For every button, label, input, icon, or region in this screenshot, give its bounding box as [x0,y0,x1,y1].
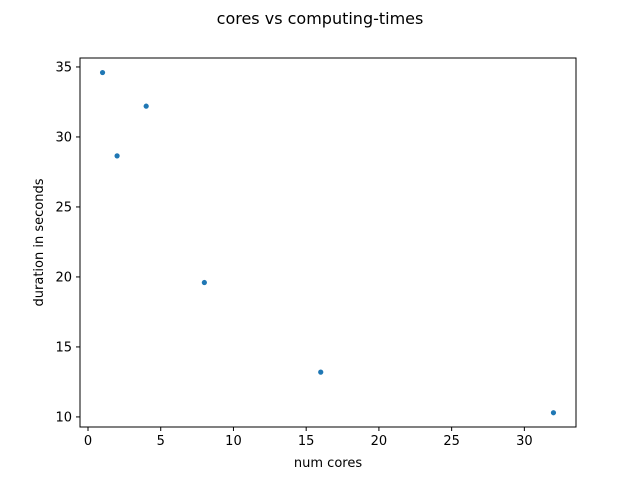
data-point [550,410,557,416]
y-tick-label: 35 [55,60,72,75]
chart-title: cores vs computing-times [217,9,424,28]
y-tick-label: 20 [55,270,72,285]
data-point [318,369,324,375]
y-tick-label: 15 [55,340,72,355]
plot-frame [79,57,577,428]
x-tick-label: 0 [84,434,92,449]
data-point [143,103,149,109]
y-tick-label: 30 [55,130,72,145]
x-tick-label: 25 [443,434,460,449]
x-tick-label: 5 [157,434,165,449]
data-point [114,153,120,159]
x-tick-label: 15 [298,434,315,449]
data-point [99,69,106,76]
y-tick-label: 25 [55,200,72,215]
x-axis-label: num cores [294,456,362,471]
x-tick-label: 10 [225,434,242,449]
data-point [201,279,207,286]
y-tick-label: 10 [55,410,72,425]
x-tick-label: 30 [516,434,533,449]
data-points [99,69,557,416]
x-tick-label: 20 [371,434,388,449]
y-axis-label: duration in seconds [32,178,47,306]
axis-ticks: 0 5 10 15 20 25 30 10 15 20 25 30 35 [55,60,532,449]
